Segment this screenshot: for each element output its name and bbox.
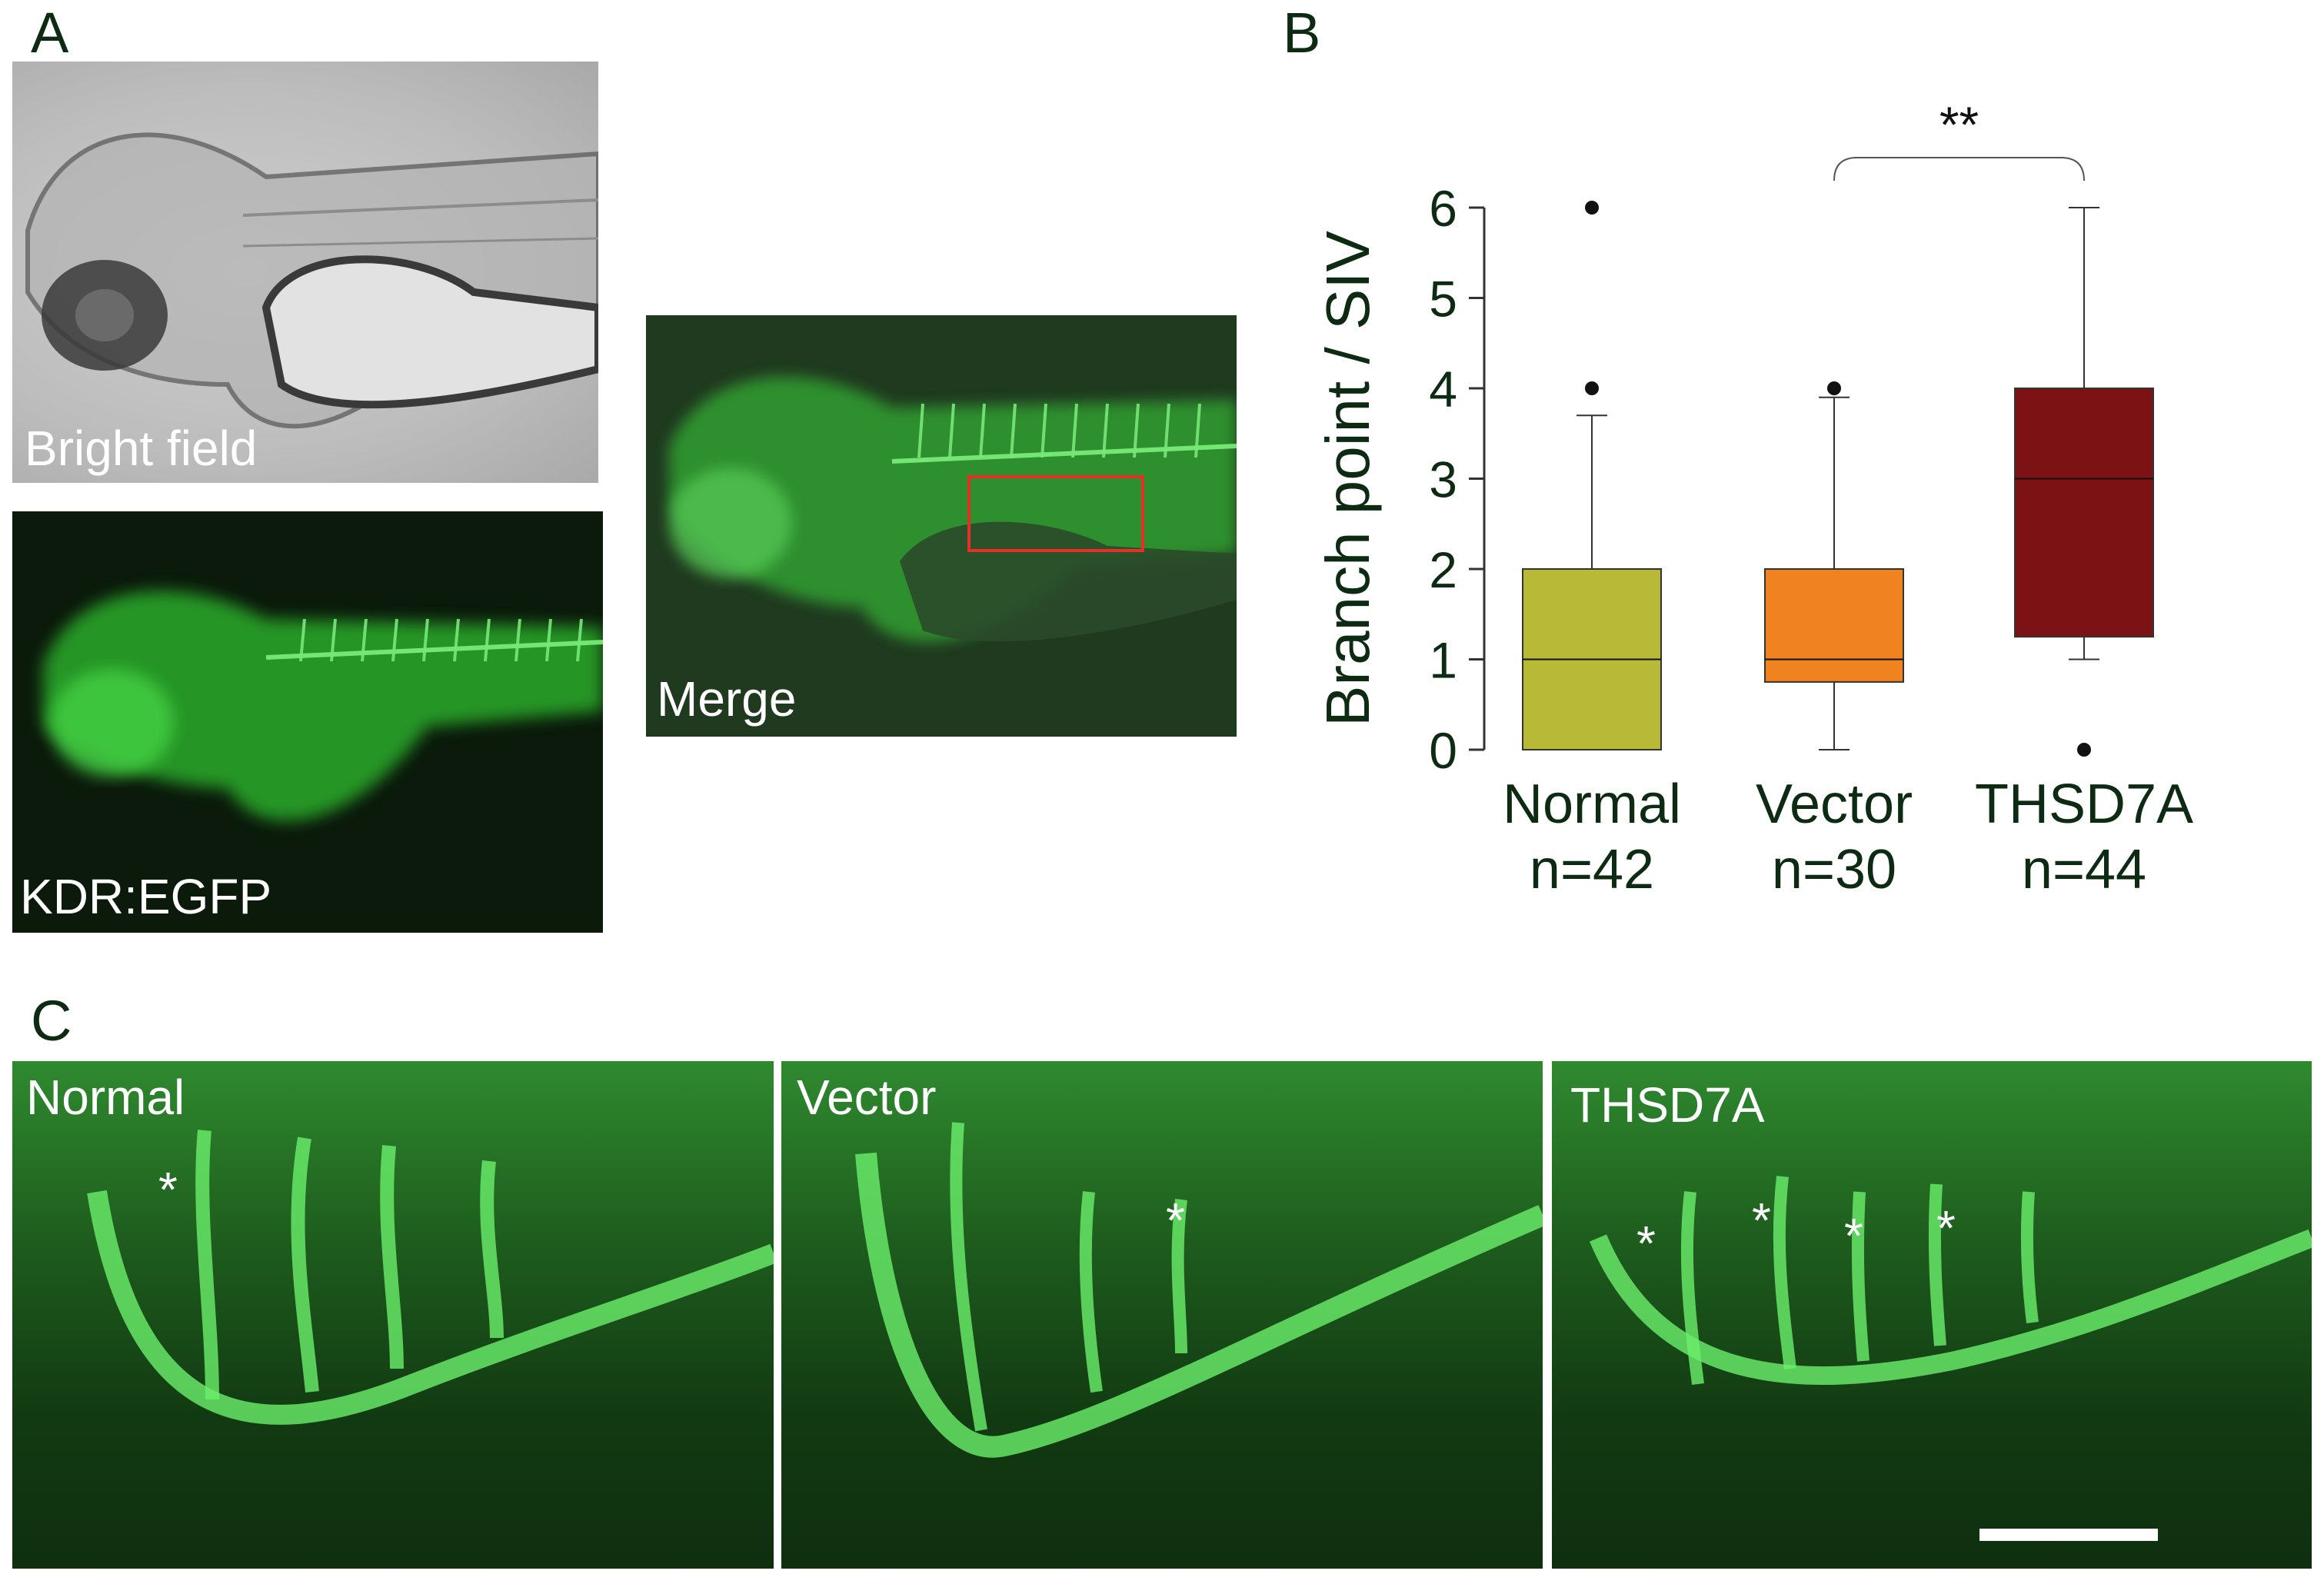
x-category-label: Normal [1503,774,1681,835]
bright-field-image: Bright field [12,62,598,483]
asterisk-marker: * [158,1162,178,1217]
siv-image-normal: Normal * [12,1061,774,1569]
significance-label: ** [1939,96,1979,153]
vector-caption: Vector [797,1070,937,1125]
y-tick-label: 6 [1429,180,1457,237]
x-sample-size-label: n=30 [1772,839,1896,900]
panel-c-letter: C [31,989,72,1053]
asterisk-marker: * [1636,1216,1656,1271]
box-normal [1522,201,1662,750]
iqr-box [2014,388,2154,638]
siv-image-thsd7a: THSD7A * * * * [1552,1061,2312,1569]
y-tick-label: 1 [1429,632,1457,689]
y-axis: 0 1 2 3 4 5 6 [1429,180,1486,779]
outlier-point [1585,381,1599,395]
y-axis-label: Branch point / SIV [1313,230,1382,726]
x-category-label: THSD7A [1975,774,2193,835]
asterisk-marker: * [1936,1200,1956,1256]
bright-field-caption: Bright field [25,421,258,476]
merge-image: Merge [646,315,1237,737]
normal-caption: Normal [26,1070,185,1125]
asterisk-marker: * [1844,1208,1863,1263]
x-sample-size-label: n=44 [2022,839,2146,900]
bracket-line [1833,157,2085,181]
panel-a-letter: A [31,1,69,65]
x-sample-size-label: n=42 [1530,839,1654,900]
merge-caption: Merge [657,671,797,727]
siv-image-vector: Vector * [781,1061,1543,1569]
box-vector [1764,381,1904,750]
asterisk-marker: * [1752,1193,1771,1248]
y-tick-label: 4 [1429,361,1457,418]
iqr-box [1764,568,1904,683]
box-thsd7a [2014,207,2154,757]
outlier-point [1827,381,1841,395]
y-tick-label: 0 [1429,722,1457,779]
panel-b-letter: B [1283,1,1321,65]
asterisk-marker: * [1166,1193,1185,1248]
y-tick-label: 2 [1429,541,1457,598]
y-tick-label: 5 [1429,271,1457,328]
scale-bar [1979,1529,2158,1541]
thsd7a-caption: THSD7A [1570,1077,1765,1133]
outlier-point [2077,743,2091,757]
x-category-label: Vector [1756,774,1913,835]
y-tick-label: 3 [1429,451,1457,508]
kdr-egfp-image: KDR:EGFP [12,511,603,933]
kdr-egfp-caption: KDR:EGFP [20,869,272,924]
significance-bracket: ** [1833,96,2085,181]
siv-region-box [967,475,1144,552]
outlier-point [1585,201,1599,215]
